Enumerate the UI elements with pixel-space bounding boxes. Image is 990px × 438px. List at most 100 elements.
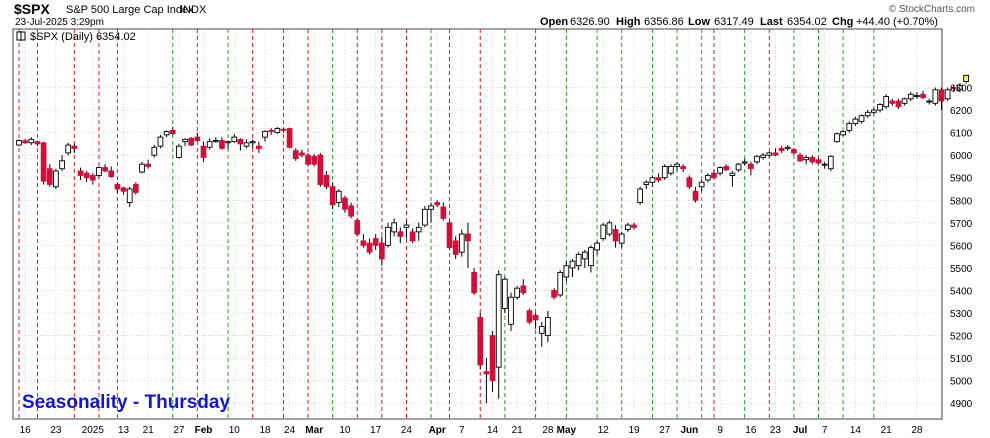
candle-body bbox=[944, 89, 951, 100]
candle-body bbox=[637, 188, 644, 203]
candle-body bbox=[957, 84, 963, 91]
candle-body bbox=[883, 96, 890, 108]
candle-body bbox=[403, 224, 410, 228]
y-axis-ticks: 4900 5000 5100 5200 5300 5400 5500 5600 5700 5800… bbox=[950, 84, 973, 411]
candle-body bbox=[342, 197, 348, 210]
candle-body bbox=[114, 184, 121, 190]
x-tick-label: 23 bbox=[50, 425, 62, 436]
candle-body bbox=[231, 136, 238, 143]
candle-body bbox=[889, 100, 896, 104]
candle-body bbox=[581, 251, 588, 260]
candle-body bbox=[748, 163, 754, 170]
x-tick-label: 17 bbox=[370, 425, 382, 436]
candle-body bbox=[415, 226, 422, 233]
x-tick-label: 9 bbox=[717, 425, 723, 436]
candle-body bbox=[372, 238, 379, 246]
candle-body bbox=[717, 167, 723, 174]
y-tick-label: 6000 bbox=[950, 151, 973, 162]
y-tick-label: 5700 bbox=[950, 219, 973, 230]
candlesticks bbox=[16, 74, 969, 404]
x-tick-label: 27 bbox=[659, 425, 671, 436]
candle-body bbox=[89, 175, 96, 181]
candle-body bbox=[71, 145, 78, 149]
x-tick-label: Jun bbox=[680, 425, 698, 436]
x-tick-label: 16 bbox=[745, 425, 757, 436]
candle-body bbox=[963, 74, 969, 82]
candle-body bbox=[391, 222, 398, 233]
candle-body bbox=[397, 231, 404, 237]
candle-body bbox=[22, 140, 29, 144]
chg-value: +44.40 (+0.70%) bbox=[856, 16, 938, 28]
candle-body bbox=[680, 165, 687, 170]
candle-body bbox=[471, 271, 477, 294]
x-tick-label: Feb bbox=[195, 425, 213, 436]
x-tick-label: 24 bbox=[284, 425, 296, 436]
candle-body bbox=[83, 172, 90, 179]
candle-body bbox=[557, 271, 564, 296]
candle-body bbox=[920, 93, 926, 99]
y-tick-label: 5900 bbox=[950, 174, 973, 185]
candle-body bbox=[846, 123, 853, 131]
candle-body bbox=[871, 109, 877, 113]
candle-body bbox=[926, 100, 933, 103]
candle-body bbox=[502, 278, 508, 309]
candle-body bbox=[65, 144, 72, 154]
candle-body bbox=[188, 137, 195, 146]
candle-body bbox=[360, 240, 367, 246]
candle-body bbox=[729, 172, 736, 176]
candle-body bbox=[317, 154, 324, 185]
candle-body bbox=[237, 138, 244, 145]
low-label: Low bbox=[688, 16, 710, 28]
candle-body bbox=[901, 98, 908, 104]
candle-body bbox=[409, 231, 416, 242]
x-tick-label: 10 bbox=[229, 425, 241, 436]
candle-body bbox=[102, 167, 108, 172]
x-tick-label: 19 bbox=[628, 425, 640, 436]
seasonality-lines bbox=[18, 29, 875, 419]
candle-body bbox=[760, 154, 767, 158]
exchange: INDX bbox=[180, 4, 207, 16]
candle-body bbox=[643, 181, 650, 185]
y-tick-label: 6300 bbox=[950, 84, 973, 95]
candle-body bbox=[53, 170, 59, 188]
candle-body bbox=[34, 141, 41, 145]
header: $SPX S&P 500 Large Cap Index INDX 23-Jul… bbox=[14, 1, 975, 28]
candle-body bbox=[354, 220, 361, 235]
candle-body bbox=[465, 233, 471, 242]
candle-body bbox=[545, 317, 551, 337]
x-tick-label: Jul bbox=[793, 425, 808, 436]
candle-body bbox=[938, 89, 945, 102]
x-tick-label: 14 bbox=[850, 425, 862, 436]
candle-body bbox=[692, 190, 699, 201]
x-tick-label: 28 bbox=[542, 425, 554, 436]
candle-body bbox=[440, 206, 447, 219]
legend: $SPX (Daily) 6354.02 bbox=[16, 31, 136, 43]
x-tick-label: 21 bbox=[881, 425, 893, 436]
candle-body bbox=[766, 152, 773, 156]
y-tick-label: 6200 bbox=[950, 106, 973, 117]
x-tick-label: 14 bbox=[487, 425, 499, 436]
candle-body bbox=[674, 163, 680, 167]
candle-body bbox=[797, 154, 803, 162]
x-tick-label: Apr bbox=[429, 425, 446, 436]
open-value: 6326.90 bbox=[570, 16, 610, 28]
x-tick-label: 28 bbox=[911, 425, 923, 436]
open-label: Open bbox=[540, 16, 568, 28]
candle-body bbox=[96, 167, 102, 176]
candle-body bbox=[329, 186, 336, 206]
x-tick-label: 18 bbox=[259, 425, 271, 436]
candle-body bbox=[864, 111, 871, 117]
symbol: $SPX bbox=[14, 1, 50, 17]
candle-body bbox=[108, 170, 115, 178]
candle-body bbox=[526, 310, 533, 323]
x-axis-ticks: 16 23 2025 13 21 27 Feb 10 18 24 Mar 10 17 24 Apr 7 14 21… bbox=[20, 425, 923, 436]
candle-body bbox=[625, 224, 631, 231]
candle-body bbox=[791, 149, 797, 154]
candle-body bbox=[77, 170, 84, 176]
candle-body bbox=[46, 168, 53, 185]
candle-body bbox=[631, 224, 637, 228]
x-tick-label: 27 bbox=[173, 425, 185, 436]
candle-body bbox=[784, 146, 791, 149]
candle-body bbox=[446, 222, 453, 249]
